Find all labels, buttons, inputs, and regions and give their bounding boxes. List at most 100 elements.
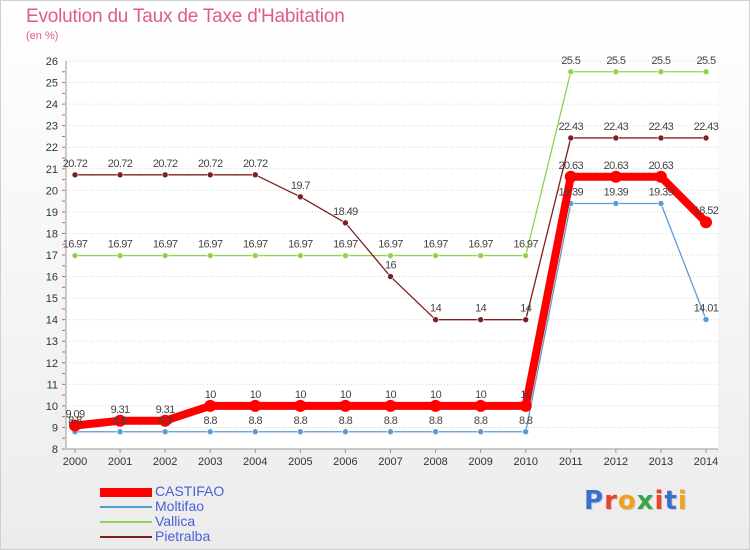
data-label-pietralba: 20.72 bbox=[153, 158, 178, 170]
data-label-moltifao: 8.8 bbox=[158, 415, 172, 427]
data-point-pietralba bbox=[657, 134, 665, 142]
y-tick-label: 24 bbox=[46, 99, 58, 111]
x-tick-label: 2010 bbox=[513, 456, 537, 468]
proxiti-logo: Proxiti bbox=[584, 486, 688, 516]
data-label-vallica: 16.97 bbox=[423, 239, 448, 251]
y-tick-label: 11 bbox=[47, 379, 58, 391]
data-point-castifao bbox=[429, 399, 442, 412]
data-label-pietralba: 19.7 bbox=[291, 180, 310, 192]
data-point-castifao bbox=[609, 170, 622, 183]
data-label-pietralba: 20.72 bbox=[198, 158, 223, 170]
data-label-vallica: 16.97 bbox=[63, 239, 88, 251]
legend-label: CASTIFAO bbox=[155, 483, 225, 499]
data-point-vallica bbox=[116, 252, 124, 259]
data-label-pietralba: 20.72 bbox=[108, 158, 133, 170]
data-point-castifao bbox=[700, 216, 712, 229]
data-label-castifao: 10 bbox=[385, 389, 397, 401]
data-label-moltifao: 19.39 bbox=[649, 186, 674, 198]
legend-swatch bbox=[100, 521, 152, 523]
data-point-pietralba bbox=[612, 134, 620, 142]
chart-unit-label: (en %) bbox=[26, 30, 59, 42]
y-tick-label: 14 bbox=[46, 315, 58, 327]
data-point-pietralba bbox=[522, 316, 530, 323]
legend-swatch bbox=[100, 487, 152, 497]
data-point-vallica bbox=[612, 68, 620, 76]
y-tick-label: 8 bbox=[52, 444, 58, 456]
data-label-pietralba: 14 bbox=[430, 303, 442, 315]
data-label-castifao: 10 bbox=[205, 389, 217, 401]
data-point-vallica bbox=[342, 252, 349, 259]
data-point-castifao bbox=[294, 399, 307, 412]
data-label-castifao: 10 bbox=[250, 389, 262, 401]
x-tick-label: 2001 bbox=[108, 456, 132, 468]
data-point-castifao bbox=[564, 170, 577, 183]
data-label-vallica: 16.97 bbox=[108, 239, 133, 251]
x-tick-label: 2014 bbox=[694, 456, 718, 468]
y-tick-label: 21 bbox=[46, 164, 58, 176]
y-tick-label: 22 bbox=[46, 142, 58, 154]
data-point-castifao bbox=[114, 414, 127, 427]
legend-label: Vallica bbox=[155, 513, 196, 529]
data-point-vallica bbox=[567, 68, 575, 76]
data-point-moltifao bbox=[612, 200, 620, 207]
data-label-vallica: 16.97 bbox=[468, 239, 493, 251]
x-tick-label: 2004 bbox=[243, 456, 267, 468]
data-label-vallica: 25.5 bbox=[606, 55, 625, 67]
data-point-pietralba bbox=[71, 171, 79, 179]
data-point-moltifao bbox=[342, 428, 349, 436]
data-label-moltifao: 8.8 bbox=[113, 415, 127, 427]
y-tick-label: 15 bbox=[46, 293, 58, 305]
legend-swatch bbox=[100, 506, 152, 508]
y-tick-label: 23 bbox=[46, 121, 58, 133]
data-label-pietralba: 14 bbox=[520, 303, 532, 315]
data-label-moltifao: 8.8 bbox=[474, 415, 488, 427]
data-label-vallica: 16.97 bbox=[153, 239, 178, 251]
data-label-castifao: 20.63 bbox=[604, 160, 629, 172]
x-tick-label: 2006 bbox=[333, 456, 357, 468]
data-point-pietralba bbox=[206, 171, 214, 179]
data-point-vallica bbox=[71, 252, 79, 259]
x-tick-label: 2009 bbox=[468, 456, 492, 468]
y-tick-label: 19 bbox=[46, 207, 58, 219]
data-point-castifao bbox=[474, 399, 487, 412]
data-label-castifao: 9.31 bbox=[156, 404, 175, 416]
data-label-castifao: 10 bbox=[475, 389, 487, 401]
legend-swatch bbox=[100, 536, 152, 538]
data-point-vallica bbox=[432, 252, 439, 259]
x-tick-label: 2013 bbox=[649, 456, 673, 468]
data-point-moltifao bbox=[297, 428, 304, 436]
data-point-castifao bbox=[654, 170, 667, 183]
data-point-pietralba bbox=[342, 219, 349, 227]
data-label-vallica: 25.5 bbox=[696, 55, 715, 67]
y-tick-label: 9 bbox=[52, 422, 58, 434]
data-point-moltifao bbox=[657, 200, 665, 207]
data-label-castifao: 10 bbox=[520, 389, 532, 401]
y-tick-label: 26 bbox=[46, 56, 58, 68]
data-point-moltifao bbox=[161, 428, 169, 436]
data-label-castifao: 20.63 bbox=[649, 160, 674, 172]
data-point-vallica bbox=[522, 252, 530, 259]
data-label-vallica: 16.97 bbox=[333, 239, 358, 251]
data-label-moltifao: 8.8 bbox=[384, 415, 398, 427]
data-label-castifao: 10 bbox=[295, 389, 307, 401]
data-label-pietralba: 22.43 bbox=[559, 121, 584, 133]
data-label-moltifao: 8.8 bbox=[249, 415, 263, 427]
data-label-moltifao: 8.8 bbox=[429, 415, 443, 427]
legend-label: Moltifao bbox=[155, 498, 205, 514]
data-label-moltifao: 8.8 bbox=[519, 415, 533, 427]
data-point-vallica bbox=[206, 252, 214, 259]
legend-label: Pietralba bbox=[155, 528, 211, 544]
data-label-moltifao: 19.39 bbox=[559, 186, 584, 198]
y-tick-label: 18 bbox=[46, 228, 58, 240]
y-tick-label: 12 bbox=[46, 358, 58, 370]
data-point-castifao bbox=[204, 399, 217, 412]
data-point-moltifao bbox=[251, 428, 259, 436]
data-point-pietralba bbox=[161, 171, 169, 179]
data-label-vallica: 16.97 bbox=[378, 239, 403, 251]
y-tick-label: 13 bbox=[46, 336, 58, 348]
data-label-vallica: 16.97 bbox=[513, 239, 538, 251]
data-point-pietralba bbox=[116, 171, 124, 179]
data-point-pietralba bbox=[477, 316, 484, 323]
data-point-pietralba bbox=[387, 273, 394, 280]
data-label-pietralba: 18.49 bbox=[333, 206, 358, 218]
